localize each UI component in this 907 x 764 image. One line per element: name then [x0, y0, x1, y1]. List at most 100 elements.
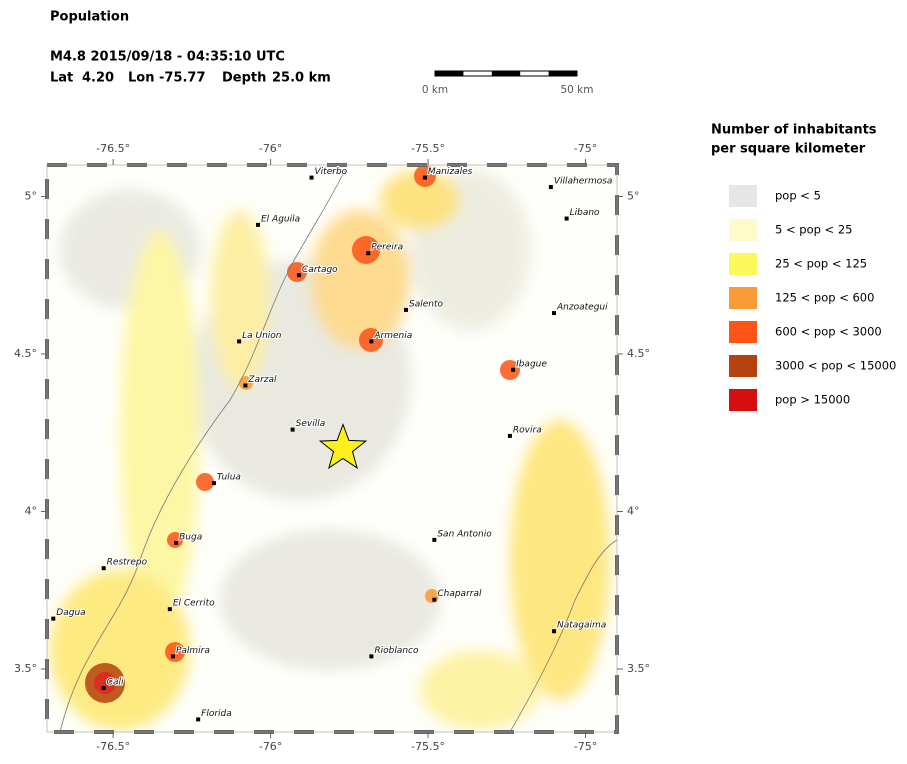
- city-label: Manizales: [428, 167, 473, 177]
- city-label: Cali: [107, 677, 124, 687]
- city-label: Libano: [570, 208, 600, 218]
- city-marker: [369, 339, 374, 344]
- legend-swatch: [729, 185, 757, 207]
- legend-label: 125 < pop < 600: [775, 291, 874, 305]
- legend-swatch: [729, 321, 757, 343]
- lat-value: 4.20: [82, 71, 114, 86]
- city-label: Salento: [409, 299, 443, 309]
- y-tick-label: 3.5°: [14, 662, 37, 675]
- city-marker: [422, 175, 427, 180]
- title: Population: [50, 10, 129, 25]
- city-label: Natagaima: [557, 621, 606, 631]
- legend-swatch: [729, 355, 757, 377]
- city-marker: [101, 685, 106, 690]
- city-label: Chaparral: [437, 589, 482, 599]
- city-marker: [432, 597, 437, 602]
- city-label: Armenia: [373, 331, 412, 341]
- legend-label: 25 < pop < 125: [775, 257, 867, 271]
- legend-label: pop > 15000: [775, 393, 850, 407]
- legend-label: pop < 5: [775, 189, 821, 203]
- legend-swatch: [729, 389, 757, 411]
- legend-title: Number of inhabitants: [711, 123, 877, 138]
- city-label: San Antonio: [437, 529, 492, 539]
- scale-label: 50 km: [560, 84, 593, 96]
- x-tick-label: -75°: [574, 740, 597, 753]
- city-marker: [366, 251, 371, 256]
- city-marker: [552, 629, 557, 634]
- legend-title: per square kilometer: [711, 142, 866, 157]
- depth-value: 25.0 km: [272, 71, 331, 86]
- city-marker: [296, 273, 301, 278]
- city-marker: [170, 654, 175, 659]
- city-label: Zarzal: [247, 375, 277, 385]
- y-tick-label: 4°: [627, 505, 640, 518]
- y-tick-label: 3.5°: [627, 662, 650, 675]
- y-tick-label: 5°: [25, 190, 38, 203]
- city-marker: [255, 222, 260, 227]
- scale-bar: 0 km 50 km: [422, 70, 594, 96]
- city-label: Tulua: [217, 473, 241, 483]
- y-tick-label: 5°: [627, 190, 640, 203]
- y-tick-label: 4.5°: [627, 347, 650, 360]
- city-marker: [404, 307, 409, 312]
- cities: Viterbo Manizales Villahermosa El Aguila Lib…: [51, 166, 613, 722]
- legend-label: 600 < pop < 3000: [775, 325, 882, 339]
- city-marker: [101, 566, 106, 571]
- city-marker: [51, 616, 56, 621]
- city-label: Sevilla: [296, 419, 326, 429]
- event-headline: M4.8 2015/09/18 - 04:35:10 UTC: [50, 50, 285, 65]
- city-marker: [237, 339, 242, 344]
- legend-label: 5 < pop < 25: [775, 223, 852, 237]
- city-label: Rioblanco: [374, 646, 419, 656]
- city-marker: [511, 367, 516, 372]
- city-label: Anzoategui: [556, 303, 608, 313]
- city-label: El Cerrito: [173, 599, 215, 609]
- x-tick-label: -75.5°: [411, 740, 445, 753]
- city-label: Florida: [201, 709, 232, 719]
- legend-swatch: [729, 287, 757, 309]
- city-label: Pereira: [371, 243, 403, 253]
- legend-swatch: [729, 219, 757, 241]
- city-label: Buga: [179, 533, 202, 543]
- lat-label: Lat: [50, 71, 73, 86]
- city-marker: [548, 185, 553, 190]
- city-label: Palmira: [176, 646, 210, 656]
- city-label: Rovira: [513, 425, 542, 435]
- city-label: Restrepo: [107, 558, 148, 568]
- city-marker: [167, 607, 172, 612]
- city-marker: [211, 481, 216, 486]
- legend-label: 3000 < pop < 15000: [775, 359, 896, 373]
- lon-label: Lon: [128, 71, 154, 86]
- epicenter-star: [318, 423, 368, 470]
- city-label: Viterbo: [315, 167, 348, 177]
- city-marker: [369, 654, 374, 659]
- city-marker: [174, 541, 179, 545]
- city-marker: [564, 216, 569, 221]
- x-tick-label: -76.5°: [96, 740, 130, 753]
- x-tick-label: -76°: [259, 142, 282, 155]
- city-label: Ibague: [516, 359, 547, 369]
- map-frame-inner: [46, 164, 618, 733]
- x-tick-label: -75°: [574, 142, 597, 155]
- city-marker: [507, 433, 512, 438]
- scale-label: 0 km: [422, 84, 448, 96]
- city-label: Dagua: [56, 608, 85, 618]
- y-tick-label: 4.5°: [14, 347, 37, 360]
- city-marker: [290, 427, 295, 432]
- x-tick-label: -75.5°: [411, 142, 445, 155]
- lon-value: -75.77: [159, 71, 206, 86]
- x-tick-label: -76.5°: [96, 142, 130, 155]
- city-marker: [196, 717, 201, 722]
- city-marker: [552, 311, 557, 316]
- depth-label: Depth: [222, 71, 266, 86]
- city-label: La Union: [242, 331, 282, 341]
- city-label: El Aguila: [261, 214, 300, 224]
- city-marker: [432, 537, 437, 542]
- city-marker: [243, 383, 248, 388]
- x-tick-label: -76°: [259, 740, 282, 753]
- overlay: Viterbo Manizales Villahermosa El Aguila Lib…: [51, 166, 613, 722]
- y-tick-label: 4°: [25, 505, 38, 518]
- city-label: Villahermosa: [554, 177, 613, 187]
- city-label: Cartago: [302, 265, 338, 275]
